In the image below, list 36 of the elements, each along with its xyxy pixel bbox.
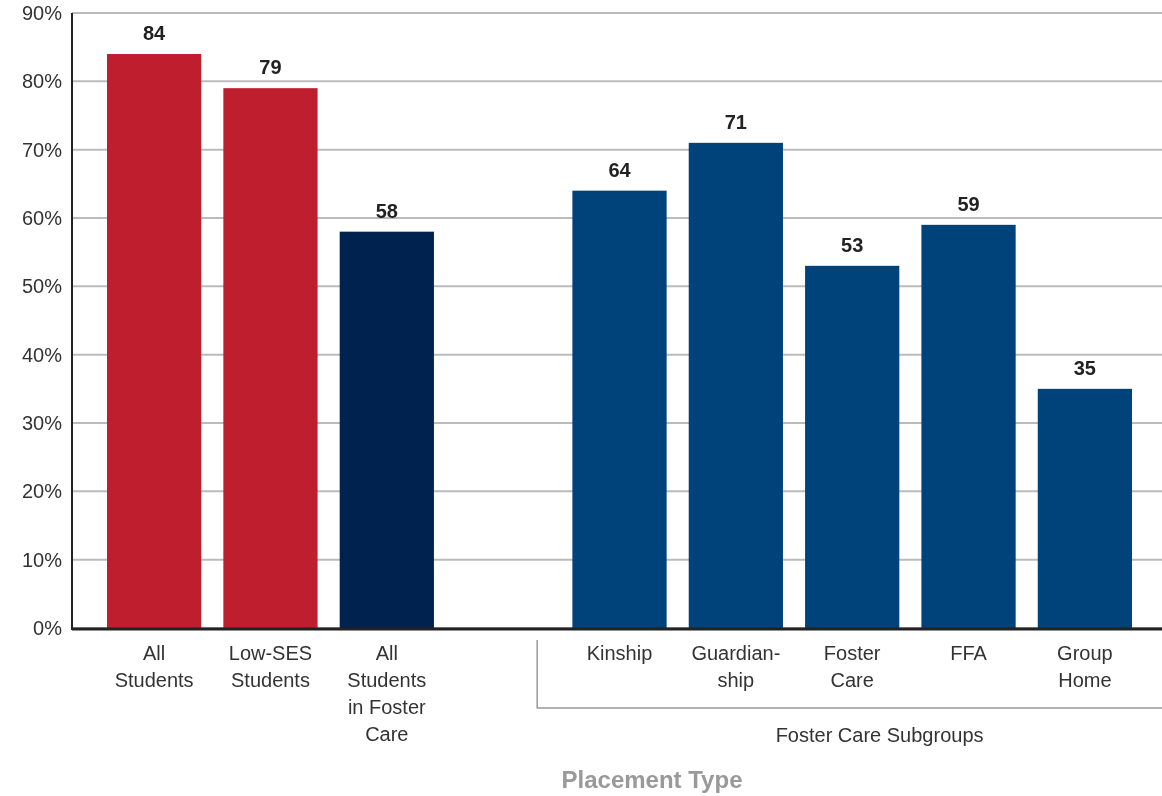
y-tick-label: 20%	[21, 480, 63, 503]
x-tick-label: All Students	[114, 642, 194, 691]
x-tick-label: Low-SES Students	[228, 642, 313, 691]
data-label: 64	[608, 158, 632, 181]
data-label: 84	[142, 22, 167, 44]
x-axis-title: Placement Type	[561, 766, 743, 793]
data-label: 53	[841, 233, 864, 256]
bar	[223, 88, 318, 628]
y-tick-label: 50%	[21, 275, 63, 298]
y-tick-label: 0%	[33, 617, 63, 639]
x-tick-label: Group Home	[1057, 642, 1113, 691]
y-tick-label: 80%	[21, 70, 63, 93]
data-label: 58	[375, 199, 398, 222]
x-tick-label: FFA	[950, 642, 988, 664]
bar	[107, 54, 202, 628]
y-tick-label: 90%	[21, 2, 63, 24]
data-label: 59	[957, 192, 980, 215]
bar	[688, 142, 783, 628]
y-tick-label: 10%	[21, 548, 63, 571]
y-tick-label: 60%	[21, 207, 63, 229]
y-tick-label: 30%	[21, 412, 63, 434]
x-tick-label: Guardian- ship	[691, 642, 781, 691]
y-tick-label: 70%	[21, 138, 63, 161]
y-tick-label: 40%	[21, 343, 63, 366]
x-tick-label: Foster Care	[823, 642, 881, 691]
data-label: 35	[1073, 356, 1097, 379]
bar	[572, 190, 667, 628]
text: Foster Care Subgroups	[775, 724, 984, 746]
bar	[339, 231, 434, 628]
data-label: 71	[724, 110, 747, 133]
data-label: 79	[259, 56, 282, 79]
x-tick-label: Kinship	[586, 642, 653, 664]
bar	[805, 265, 900, 628]
bar	[1037, 388, 1132, 628]
bar	[921, 224, 1016, 628]
x-tick-label: All Students in Foster Care	[347, 642, 427, 745]
